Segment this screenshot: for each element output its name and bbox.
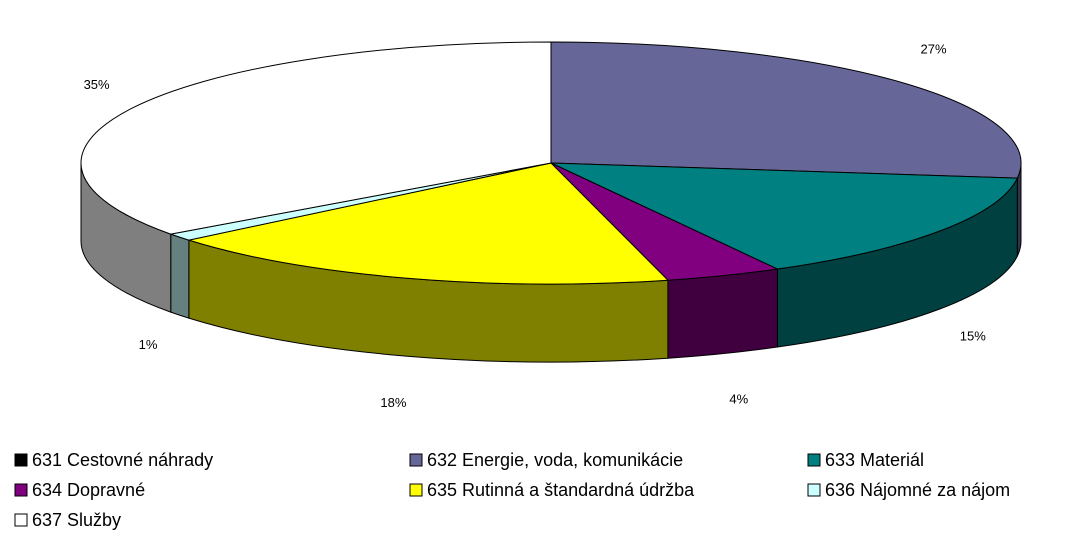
legend-swatch [14, 513, 28, 527]
legend-swatch [807, 453, 821, 467]
legend-label: 636 Nájomné za nájom [825, 480, 1010, 500]
pie-slice [550, 162, 1019, 270]
legend-label: 637 Služby [32, 510, 121, 530]
pie-slice [550, 41, 1022, 179]
legend-label: 635 Rutinná a štandardná údržba [427, 480, 695, 500]
data-label: 1% [139, 337, 158, 352]
pie-slice [186, 162, 670, 285]
legend-swatch [807, 483, 821, 497]
legend-swatch [409, 483, 423, 497]
legend-swatch [14, 453, 28, 467]
legend-swatch [14, 483, 28, 497]
pie-side [170, 233, 190, 319]
pie-tops [80, 41, 1022, 285]
legend-swatch [409, 453, 423, 467]
pie-slice [80, 41, 552, 235]
legend-label: 633 Materiál [825, 450, 924, 470]
legend-label: 632 Energie, voda, komunikácie [427, 450, 683, 470]
data-label: 35% [84, 77, 110, 92]
legend-label: 634 Dopravné [32, 480, 145, 500]
data-label: 4% [729, 391, 748, 406]
pie-side [667, 268, 778, 359]
legend-label: 631 Cestovné náhrady [32, 450, 213, 470]
data-label: 15% [960, 329, 986, 344]
data-label: 27% [921, 41, 947, 56]
data-label: 18% [380, 395, 406, 410]
